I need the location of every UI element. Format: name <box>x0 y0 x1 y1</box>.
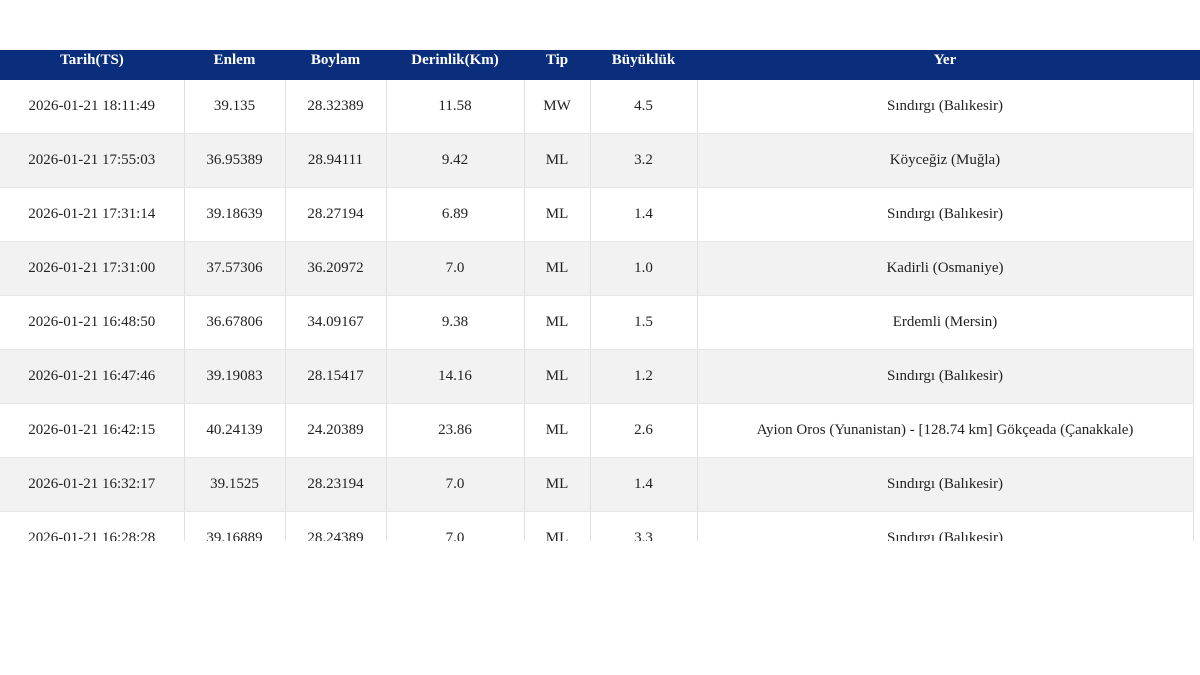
table-cell: Ayion Oros (Yunanistan) - [128.74 km] Gö… <box>697 403 1194 458</box>
table-row: 2026-01-21 17:31:00 37.57306 36.20972 7.0 ML… <box>0 241 1194 296</box>
table-cell: 2026-01-21 18:11:49 <box>0 80 185 134</box>
table-container: Tarih(TS) Enlem Boylam Derinlik(Km) Tip Büyük… <box>0 50 1200 541</box>
table-cell: 28.15417 <box>285 349 387 404</box>
table-cell: 1.0 <box>590 241 698 296</box>
table-cell: 28.27194 <box>285 187 387 242</box>
table-cell: 14.16 <box>386 349 525 404</box>
table-cell: 28.94111 <box>285 133 387 188</box>
table-cell: ML <box>524 403 591 458</box>
table-row: 2026-01-21 16:47:46 39.19083 28.15417 14.16… <box>0 349 1194 404</box>
header-row: Tarih(TS) Enlem Boylam Derinlik(Km) Tip Büyük… <box>0 50 1193 80</box>
column-header: Derinlik(Km) <box>386 50 524 80</box>
table-cell: 6.89 <box>386 187 525 242</box>
column-header: Enlem <box>184 50 285 80</box>
table-cell: 4.5 <box>590 80 698 134</box>
table-cell: 39.1525 <box>184 457 286 512</box>
table-cell: Sındırgı (Balıkesir) <box>697 457 1194 512</box>
table-cell: 2.6 <box>590 403 698 458</box>
column-header: Yer <box>697 50 1193 80</box>
table-cell: Erdemli (Mersin) <box>697 295 1194 350</box>
table-cell: MW <box>524 80 591 134</box>
table-cell: Sındırgı (Balıkesir) <box>697 349 1194 404</box>
table-cell: 9.38 <box>386 295 525 350</box>
table-cell: 9.42 <box>386 133 525 188</box>
table-row: 2026-01-21 16:48:50 36.67806 34.09167 9.38 M… <box>0 295 1194 350</box>
table-cell: 39.18639 <box>184 187 286 242</box>
table-row: 2026-01-21 17:55:03 36.95389 28.94111 9.42 M… <box>0 133 1194 188</box>
table-cell: 11.58 <box>386 80 525 134</box>
table-cell: 36.20972 <box>285 241 387 296</box>
table-cell: ML <box>524 241 591 296</box>
table-cell: 37.57306 <box>184 241 286 296</box>
table-body: 2026-01-21 18:11:49 39.135 28.32389 11.58 MW… <box>0 80 1194 541</box>
table-row: 2026-01-21 16:42:15 40.24139 24.20389 23.86… <box>0 403 1194 458</box>
table-cell: Sındırgı (Balıkesir) <box>697 187 1194 242</box>
earthquake-table: Tarih(TS) Enlem Boylam Derinlik(Km) Tip Büyük… <box>0 50 1194 541</box>
table-cell: 39.16889 <box>184 511 286 541</box>
table-cell: ML <box>524 349 591 404</box>
table-cell: ML <box>524 511 591 541</box>
table-cell: Sındırgı (Balıkesir) <box>697 80 1194 134</box>
table-row: 2026-01-21 16:28:28 39.16889 28.24389 7.0 ML… <box>0 511 1194 541</box>
table-cell: 39.135 <box>184 80 286 134</box>
table-cell: 2026-01-21 17:31:14 <box>0 187 185 242</box>
table-cell: 2026-01-21 17:55:03 <box>0 133 185 188</box>
table-cell: Köyceğiz (Muğla) <box>697 133 1194 188</box>
column-header: Tip <box>524 50 590 80</box>
table-cell: 34.09167 <box>285 295 387 350</box>
column-header: Boylam <box>285 50 386 80</box>
table-cell: 7.0 <box>386 511 525 541</box>
table-cell: 23.86 <box>386 403 525 458</box>
table-cell: 36.95389 <box>184 133 286 188</box>
table-cell: 2026-01-21 16:32:17 <box>0 457 185 512</box>
table-cell: 2026-01-21 16:47:46 <box>0 349 185 404</box>
table-cell: ML <box>524 457 591 512</box>
table-cell: 3.3 <box>590 511 698 541</box>
table-cell: 2026-01-21 16:42:15 <box>0 403 185 458</box>
table-cell: 28.32389 <box>285 80 387 134</box>
table-cell: ML <box>524 187 591 242</box>
table-cell: 7.0 <box>386 241 525 296</box>
table-cell: 39.19083 <box>184 349 286 404</box>
column-header: Büyüklük <box>590 50 697 80</box>
table-cell: 1.2 <box>590 349 698 404</box>
table-cell: 3.2 <box>590 133 698 188</box>
table-cell: 1.4 <box>590 457 698 512</box>
table-row: 2026-01-21 18:11:49 39.135 28.32389 11.58 MW… <box>0 80 1194 134</box>
table-cell: 24.20389 <box>285 403 387 458</box>
table-cell: 40.24139 <box>184 403 286 458</box>
table-cell: 1.5 <box>590 295 698 350</box>
table-cell: Sındırgı (Balıkesir) <box>697 511 1194 541</box>
table-row: 2026-01-21 17:31:14 39.18639 28.27194 6.89 M… <box>0 187 1194 242</box>
table-cell: 7.0 <box>386 457 525 512</box>
table-cell: ML <box>524 133 591 188</box>
table-cell: 2026-01-21 16:48:50 <box>0 295 185 350</box>
table-cell: 36.67806 <box>184 295 286 350</box>
column-header: Tarih(TS) <box>0 50 184 80</box>
table-row: 2026-01-21 16:32:17 39.1525 28.23194 7.0 ML 1… <box>0 457 1194 512</box>
table-cell: 28.24389 <box>285 511 387 541</box>
table-cell: 28.23194 <box>285 457 387 512</box>
table-cell: 1.4 <box>590 187 698 242</box>
table-cell: Kadirli (Osmaniye) <box>697 241 1194 296</box>
table-cell: 2026-01-21 17:31:00 <box>0 241 185 296</box>
table-cell: ML <box>524 295 591 350</box>
table-cell: 2026-01-21 16:28:28 <box>0 511 185 541</box>
